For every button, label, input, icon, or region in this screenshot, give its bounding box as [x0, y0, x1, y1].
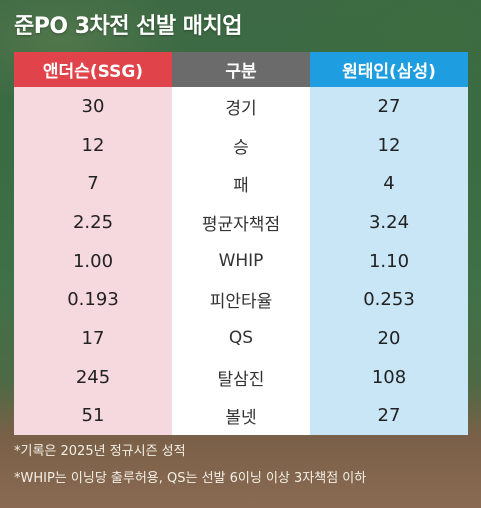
category-label: QS — [228, 328, 254, 349]
left-player-value: 7 — [87, 173, 99, 195]
left-player-value: 51 — [81, 405, 105, 427]
footnote-season: *기록은 2025년 정규시즌 성적 — [14, 444, 186, 459]
category-label: 경기 — [225, 98, 257, 119]
page-title: 준PO 3차전 선발 매치업 — [14, 14, 243, 39]
header-category: 구분 — [172, 52, 310, 87]
category-label: 패 — [233, 176, 249, 197]
right-player-column: 27 12 4 3.24 1.10 0.253 20 108 27 — [310, 87, 468, 436]
right-player-value: 1.10 — [368, 250, 410, 272]
footnote-definitions: *WHIP는 이닝당 출루허용, QS는 선발 6이닝 이상 3자책점 이하 — [14, 471, 367, 486]
right-player-value: 0.253 — [363, 289, 415, 311]
right-player-value: 3.24 — [368, 211, 410, 233]
right-player-value: 27 — [377, 95, 401, 117]
right-player-value: 12 — [377, 134, 401, 156]
left-player-value: 1.00 — [72, 250, 114, 272]
right-player-value: 4 — [383, 173, 395, 195]
category-label: 볼넷 — [225, 408, 257, 429]
left-player-value: 30 — [81, 95, 105, 117]
right-player-value: 108 — [371, 366, 407, 388]
right-player-value: 27 — [377, 405, 401, 427]
category-label: 피안타율 — [209, 292, 273, 313]
header-right-player: 원태인(삼성) — [310, 52, 468, 87]
category-label: 평균자책점 — [201, 214, 281, 235]
left-player-value: 2.25 — [72, 211, 114, 233]
table-header: 앤더슨(SSG) 구분 원태인(삼성) — [14, 52, 468, 87]
left-player-value: 0.193 — [67, 289, 119, 311]
footnotes: *기록은 2025년 정규시즌 성적 *WHIP는 이닝당 출루허용, QS는 … — [14, 438, 474, 492]
left-player-value: 12 — [81, 134, 105, 156]
comparison-table: 앤더슨(SSG) 구분 원태인(삼성) 30 12 7 2.25 1.00 0.193 17… — [14, 52, 468, 436]
category-label: WHIP — [218, 251, 264, 272]
left-player-value: 245 — [75, 366, 111, 388]
category-label: 탈삼진 — [217, 369, 265, 390]
left-player-column: 30 12 7 2.25 1.00 0.193 17 245 51 — [14, 87, 172, 436]
left-player-value: 17 — [81, 327, 105, 349]
category-label: 승 — [233, 137, 249, 158]
right-player-value: 20 — [377, 327, 401, 349]
header-left-player: 앤더슨(SSG) — [14, 52, 172, 87]
